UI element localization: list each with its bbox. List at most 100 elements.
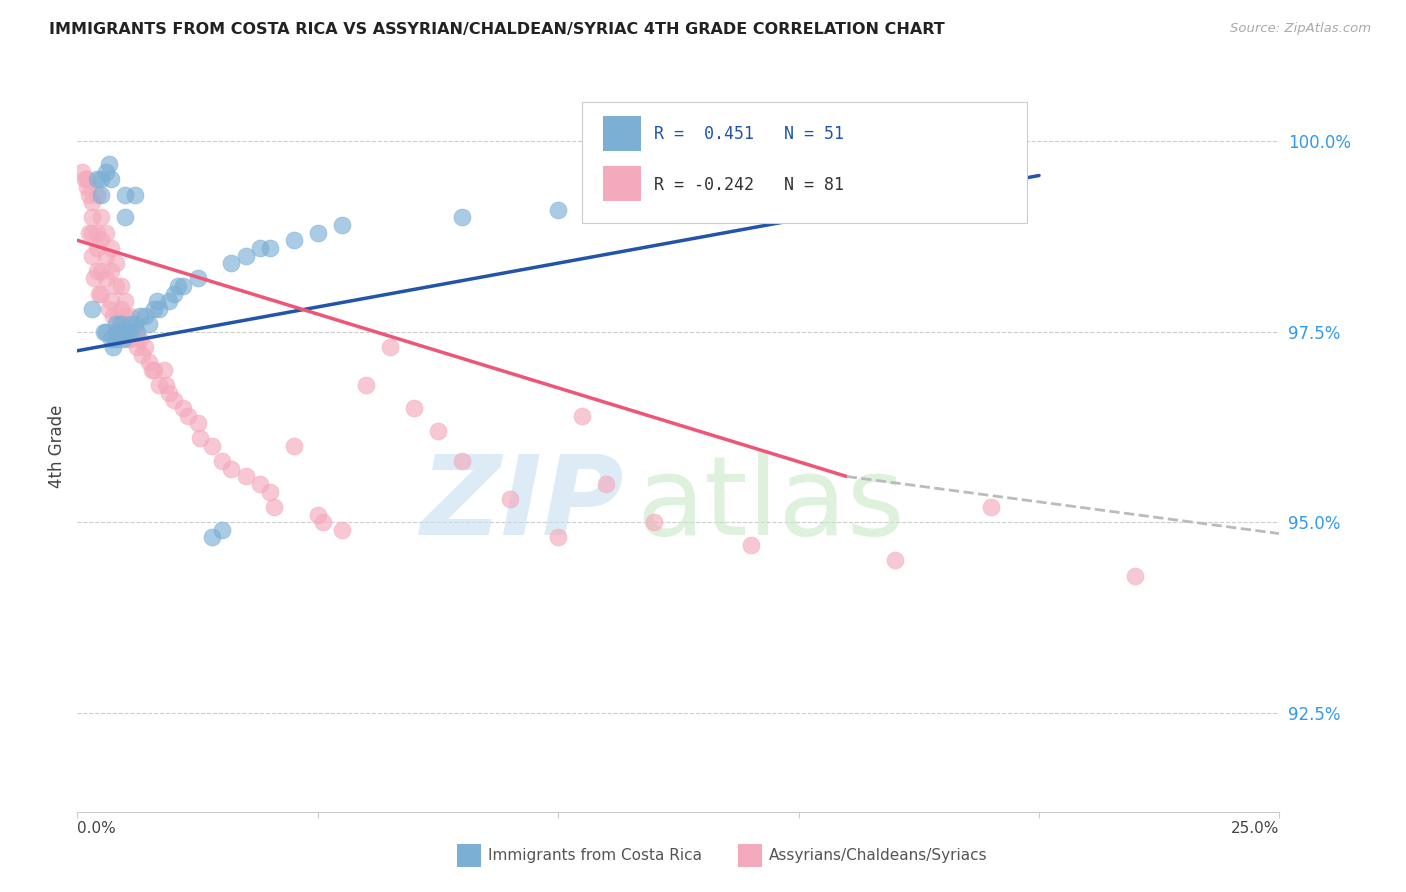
Point — [134, 340, 156, 354]
Point — [187, 416, 209, 430]
Point — [547, 202, 569, 217]
Point — [211, 523, 233, 537]
Point — [138, 317, 160, 331]
Point — [110, 325, 132, 339]
Point — [249, 477, 271, 491]
Point — [90, 172, 112, 186]
Point — [155, 378, 177, 392]
Point — [90, 286, 112, 301]
Point — [330, 523, 353, 537]
Point — [167, 279, 190, 293]
Point — [547, 530, 569, 544]
Point — [145, 294, 167, 309]
Point — [259, 241, 281, 255]
Point — [96, 271, 118, 285]
Point — [427, 424, 450, 438]
Point — [127, 325, 149, 339]
Point — [499, 492, 522, 507]
Point — [162, 286, 184, 301]
Point — [201, 530, 224, 544]
Point — [114, 211, 136, 225]
Point — [283, 439, 305, 453]
Point — [104, 325, 127, 339]
Point — [1004, 187, 1026, 202]
Bar — [603, 166, 641, 201]
Point — [107, 310, 129, 324]
Point — [100, 241, 122, 255]
Point — [100, 332, 122, 346]
Point — [188, 431, 211, 445]
Point — [235, 469, 257, 483]
Point — [73, 172, 96, 186]
Point — [83, 271, 105, 285]
Point — [80, 301, 103, 316]
Point — [153, 363, 176, 377]
Point — [219, 256, 242, 270]
Point — [86, 226, 108, 240]
Point — [96, 164, 118, 178]
Point — [70, 164, 93, 178]
Point — [157, 294, 180, 309]
Point — [103, 310, 125, 324]
Point — [86, 187, 108, 202]
Text: atlas: atlas — [637, 451, 905, 558]
Text: R = -0.242   N = 81: R = -0.242 N = 81 — [654, 176, 845, 194]
Point — [111, 325, 134, 339]
Point — [283, 233, 305, 247]
Point — [104, 317, 127, 331]
Point — [157, 385, 180, 400]
Text: ZIP: ZIP — [420, 451, 624, 558]
Point — [177, 409, 200, 423]
Point — [80, 211, 103, 225]
Point — [107, 325, 129, 339]
Point — [187, 271, 209, 285]
Point — [201, 439, 224, 453]
Point — [740, 538, 762, 552]
Point — [219, 462, 242, 476]
Point — [451, 454, 474, 468]
Point — [1123, 568, 1146, 582]
Point — [148, 378, 170, 392]
Point — [883, 553, 905, 567]
Point — [980, 500, 1002, 514]
Text: IMMIGRANTS FROM COSTA RICA VS ASSYRIAN/CHALDEAN/SYRIAC 4TH GRADE CORRELATION CHA: IMMIGRANTS FROM COSTA RICA VS ASSYRIAN/C… — [49, 22, 945, 37]
Point — [80, 226, 103, 240]
Point — [259, 484, 281, 499]
Y-axis label: 4th Grade: 4th Grade — [48, 404, 66, 488]
Point — [79, 187, 101, 202]
Point — [111, 332, 134, 346]
Point — [104, 256, 127, 270]
Text: Assyrians/Chaldeans/Syriacs: Assyrians/Chaldeans/Syriacs — [769, 848, 987, 863]
Point — [80, 195, 103, 210]
Point — [90, 233, 112, 247]
Point — [114, 294, 136, 309]
Point — [110, 325, 132, 339]
Point — [76, 172, 98, 186]
Text: Immigrants from Costa Rica: Immigrants from Costa Rica — [488, 848, 702, 863]
Point — [114, 187, 136, 202]
Point — [131, 347, 153, 361]
Point — [307, 508, 329, 522]
Point — [128, 310, 150, 324]
Point — [103, 340, 125, 354]
Point — [90, 211, 112, 225]
Point — [134, 310, 156, 324]
Point — [451, 211, 474, 225]
Point — [97, 301, 120, 316]
Point — [148, 301, 170, 316]
Point — [104, 332, 127, 346]
Point — [110, 301, 132, 316]
Text: Source: ZipAtlas.com: Source: ZipAtlas.com — [1230, 22, 1371, 36]
Point — [96, 226, 118, 240]
Point — [117, 332, 139, 346]
Point — [402, 401, 425, 415]
Point — [76, 180, 98, 194]
Point — [571, 409, 593, 423]
Text: R =  0.451   N = 51: R = 0.451 N = 51 — [654, 125, 845, 143]
Point — [114, 325, 136, 339]
Text: 25.0%: 25.0% — [1232, 821, 1279, 836]
Point — [595, 477, 617, 491]
Point — [128, 332, 150, 346]
Point — [124, 325, 146, 339]
Point — [110, 279, 132, 293]
